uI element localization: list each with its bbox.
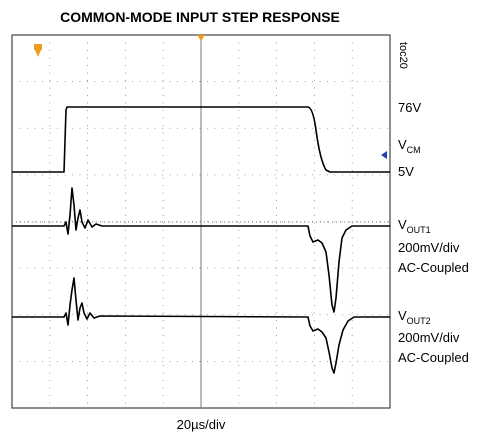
vout2-coupling: AC-Coupled (398, 350, 469, 365)
vout2-scale: 200mV/div (398, 330, 460, 345)
vcm-sub: CM (407, 145, 421, 155)
toc-label: toc20 (397, 42, 409, 69)
vout1-coupling: AC-Coupled (398, 260, 469, 275)
vout1-trace (12, 187, 390, 313)
vcm-main: V (398, 137, 407, 152)
vcm-label: VCM (398, 137, 421, 155)
chart-title: COMMON-MODE INPUT STEP RESPONSE (60, 9, 340, 25)
vout2-sub: OUT2 (407, 316, 431, 326)
vout2-label: VOUT2 (398, 308, 431, 326)
timebase-label: 20µs/div (177, 417, 226, 432)
vout1-main: V (398, 217, 407, 232)
vout1-label: VOUT1 (398, 217, 431, 235)
channel-marker (381, 151, 387, 159)
trigger-position-marker (197, 35, 205, 41)
vout2-main: V (398, 308, 407, 323)
vout1-scale: 200mV/div (398, 240, 460, 255)
vcm-low-label: 5V (398, 164, 414, 179)
grid (12, 35, 390, 408)
scope-screen (11, 34, 391, 409)
vcm-trace (12, 106, 390, 173)
vout1-sub: OUT1 (407, 225, 431, 235)
vcm-high-label: 76V (398, 100, 421, 115)
trigger-marker (34, 44, 42, 57)
vout2-trace (12, 277, 390, 374)
